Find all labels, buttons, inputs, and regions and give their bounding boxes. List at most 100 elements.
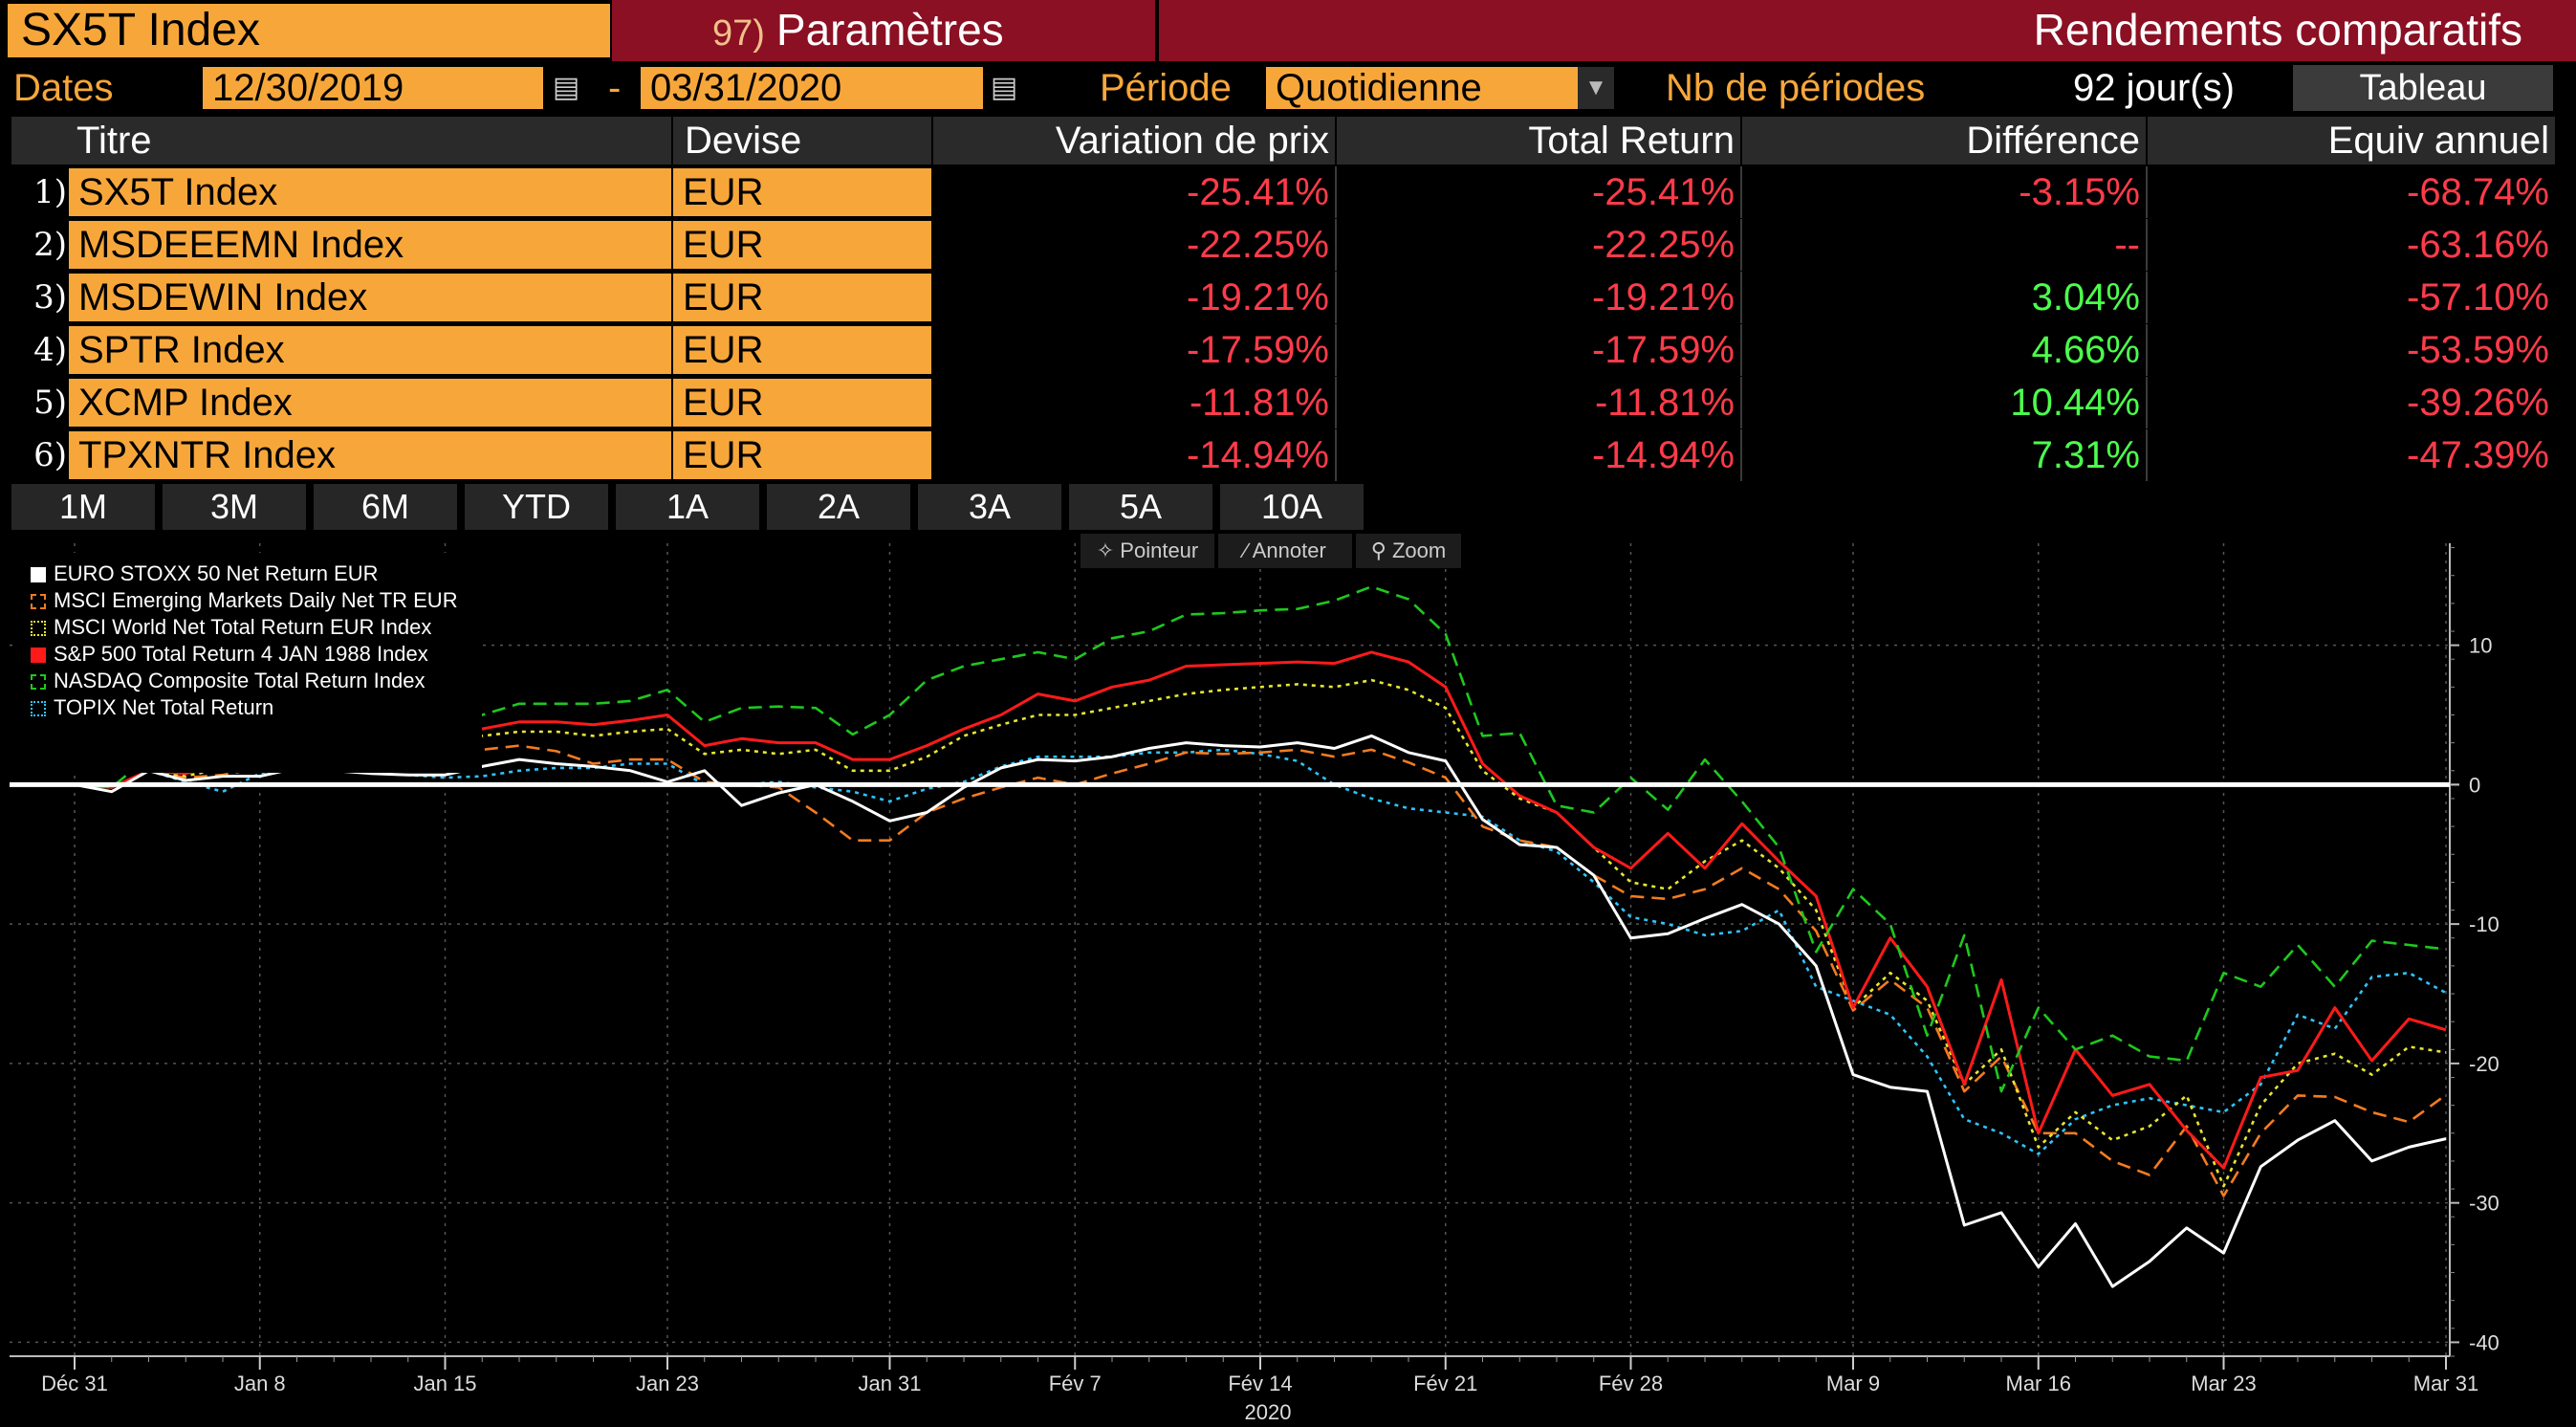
security-name-cell[interactable]: XCMP Index (69, 379, 671, 427)
table-row[interactable]: 6) TPXNTR Index EUR -14.94% -14.94% 7.31% -47.… (11, 429, 2555, 481)
column-separator (2146, 166, 2148, 218)
ticker-input[interactable]: SX5T Index (8, 4, 610, 57)
y-tick-label: 10 (2469, 634, 2492, 658)
table-row[interactable]: 3) MSDEWIN Index EUR -19.21% -19.21% 3.04% -57… (11, 272, 2555, 323)
equiv-annuel-value: -57.10% (2407, 276, 2549, 318)
row-number: 6) (33, 436, 67, 474)
col-header-difference[interactable]: Différence (1742, 117, 2146, 165)
table-row[interactable]: 5) XCMP Index EUR -11.81% -11.81% 10.44% -39.2… (11, 377, 2555, 428)
legend-entry[interactable]: NASDAQ Composite Total Return Index (31, 668, 425, 694)
parametres-number: 97) (712, 13, 765, 54)
period-button-10a[interactable]: 10A (1220, 484, 1364, 530)
annotate-tool[interactable]: ∕ Annoter (1218, 534, 1352, 568)
start-calendar-icon[interactable]: ▤ (552, 72, 580, 103)
total-return-value: -17.59% (1592, 329, 1735, 371)
col-header-equiv-annuel[interactable]: Equiv annuel (2148, 117, 2555, 165)
column-separator (1335, 166, 1337, 218)
legend-label: TOPIX Net Total Return (54, 695, 274, 719)
col-header-total-return[interactable]: Total Return (1337, 117, 1740, 165)
legend-swatch (31, 674, 46, 690)
price-change-value: -25.41% (1187, 171, 1329, 213)
period-button-1a[interactable]: 1A (616, 484, 759, 530)
x-tick-label: Jan 15 (413, 1372, 476, 1395)
total-return-value: -11.81% (1594, 382, 1735, 424)
legend-entry[interactable]: MSCI World Net Total Return EUR Index (31, 614, 431, 641)
difference-value: 3.04% (2031, 276, 2140, 318)
row-number: 5) (33, 384, 67, 422)
x-tick-label: Fév 7 (1049, 1372, 1102, 1395)
x-axis-year-label: 2020 (1245, 1400, 1292, 1424)
table-row[interactable]: 2) MSDEEEMN Index EUR -22.25% -22.25% -- -63.1… (11, 219, 2555, 271)
difference-value: -- (2114, 224, 2140, 266)
period-button-6m[interactable]: 6M (314, 484, 457, 530)
price-change-value: -17.59% (1187, 329, 1329, 371)
crosshair-icon: ✧ (1096, 538, 1121, 562)
row-number: 2) (33, 226, 67, 264)
column-separator (2146, 219, 2148, 271)
series-line-4 (74, 585, 2447, 1093)
y-tick-label: -10 (2469, 912, 2500, 936)
legend-entry[interactable]: MSCI Emerging Markets Daily Net TR EUR (31, 587, 458, 614)
price-change-value: -19.21% (1187, 276, 1329, 318)
end-calendar-icon[interactable]: ▤ (990, 72, 1018, 103)
security-name-cell[interactable]: TPXNTR Index (69, 431, 671, 479)
total-return-value: -22.25% (1592, 224, 1735, 266)
legend-label: S&P 500 Total Return 4 JAN 1988 Index (54, 642, 428, 666)
period-button-3m[interactable]: 3M (163, 484, 306, 530)
col-header-variation[interactable]: Variation de prix (933, 117, 1335, 165)
col-header-devise[interactable]: Devise (673, 117, 931, 165)
difference-value: 7.31% (2031, 434, 2140, 476)
currency-cell: EUR (673, 221, 931, 269)
zoom-tool[interactable]: ⚲ Zoom (1356, 534, 1461, 568)
tableau-button[interactable]: Tableau (2293, 65, 2553, 111)
period-button-ytd[interactable]: YTD (465, 484, 608, 530)
column-separator (1335, 219, 1337, 271)
security-name-cell[interactable]: SX5T Index (69, 168, 671, 216)
equiv-annuel-value: -39.26% (2407, 382, 2549, 424)
column-separator (1335, 324, 1337, 376)
column-separator (1740, 272, 1742, 323)
legend-entry[interactable]: TOPIX Net Total Return (31, 694, 273, 721)
col-header-titre[interactable]: Titre (11, 117, 671, 165)
pointer-tool[interactable]: ✧ Pointeur (1081, 534, 1214, 568)
chevron-down-icon[interactable]: ▼ (1578, 67, 1614, 109)
period-button-1m[interactable]: 1M (11, 484, 155, 530)
comparative-returns-chart[interactable]: 10 0 -10 -20 -30 -40 Déc 31 Jan 8 Jan 15 Jan 23 Ja… (0, 534, 2576, 1427)
title-bar: Rendements comparatifs (1159, 0, 2576, 61)
series-line-0 (74, 734, 2447, 1288)
total-return-value: -14.94% (1592, 434, 1735, 476)
difference-value: -3.15% (2019, 171, 2140, 213)
difference-value: 10.44% (2010, 382, 2140, 424)
security-name-cell[interactable]: SPTR Index (69, 326, 671, 374)
y-tick-label: -40 (2469, 1330, 2500, 1354)
x-tick-label: Mar 31 (2413, 1372, 2478, 1395)
period-button-5a[interactable]: 5A (1069, 484, 1212, 530)
pencil-icon: ∕ (1244, 538, 1253, 562)
period-button-2a[interactable]: 2A (767, 484, 910, 530)
column-separator (1335, 377, 1337, 428)
magnifier-icon: ⚲ (1370, 538, 1392, 562)
period-button-3a[interactable]: 3A (918, 484, 1061, 530)
legend-label: EURO STOXX 50 Net Return EUR (54, 561, 379, 585)
legend-swatch (31, 621, 46, 636)
nb-periodes-label: Nb de périodes (1666, 67, 1926, 109)
y-tick-label: -20 (2469, 1052, 2500, 1076)
table-row[interactable]: 4) SPTR Index EUR -17.59% -17.59% 4.66% -53.59… (11, 324, 2555, 376)
column-separator (1740, 219, 1742, 271)
end-date-field[interactable]: 03/31/2020 (641, 67, 983, 109)
date-separator: - (608, 67, 622, 109)
legend-swatch (31, 567, 46, 582)
parametres-button[interactable]: 97) Paramètres (612, 0, 1155, 61)
table-row[interactable]: 1) SX5T Index EUR -25.41% -25.41% -3.15% -68.7… (11, 166, 2555, 218)
periode-select[interactable]: Quotidienne (1266, 67, 1578, 109)
column-separator (1335, 429, 1337, 481)
legend-label: MSCI Emerging Markets Daily Net TR EUR (54, 588, 458, 612)
start-date-field[interactable]: 12/30/2019 (203, 67, 543, 109)
row-number: 3) (33, 278, 67, 317)
security-name-cell[interactable]: MSDEEEMN Index (69, 221, 671, 269)
x-tick-label: Fév 21 (1413, 1372, 1477, 1395)
legend-entry[interactable]: S&P 500 Total Return 4 JAN 1988 Index (31, 641, 428, 668)
x-tick-label: Mar 16 (2006, 1372, 2071, 1395)
legend-entry[interactable]: EURO STOXX 50 Net Return EUR (31, 560, 379, 587)
security-name-cell[interactable]: MSDEWIN Index (69, 274, 671, 321)
